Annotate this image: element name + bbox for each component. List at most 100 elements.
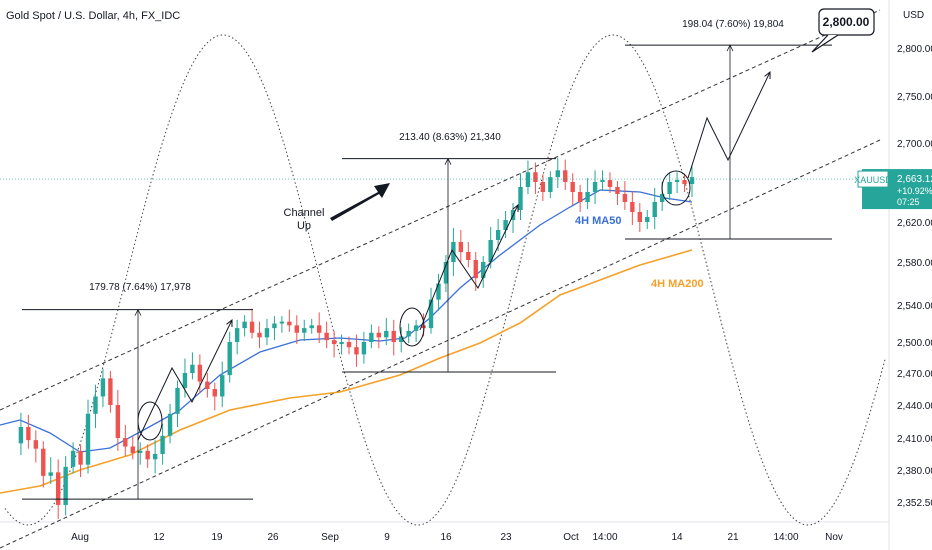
y-tick-label: 2,800.00 bbox=[897, 44, 932, 55]
y-tick-label: 2,580.00 bbox=[897, 258, 932, 269]
x-tick-label: Oct bbox=[563, 532, 579, 543]
channel-label: Channel bbox=[284, 207, 325, 219]
measure-label: 213.40 (8.63%) 21,340 bbox=[399, 132, 501, 143]
candle-body bbox=[257, 332, 262, 338]
candle-body bbox=[533, 172, 538, 182]
candle-body bbox=[227, 342, 232, 376]
currency-label: USD bbox=[903, 10, 925, 21]
candle-body bbox=[331, 340, 337, 345]
candle-body bbox=[659, 194, 665, 202]
candle-body bbox=[667, 182, 672, 194]
candle-body bbox=[93, 396, 98, 414]
channel-label: Up bbox=[297, 220, 311, 232]
last-price-text: 2,663.12 bbox=[897, 174, 932, 185]
candle-body bbox=[555, 170, 560, 178]
candle-body bbox=[607, 180, 613, 187]
measure-arrowhead bbox=[134, 308, 142, 316]
candle-body bbox=[473, 260, 478, 279]
candle-body bbox=[600, 180, 605, 182]
candle-body bbox=[428, 299, 434, 329]
candle-body bbox=[152, 454, 158, 460]
x-tick-label: 12 bbox=[153, 532, 165, 543]
candle-body bbox=[436, 283, 441, 300]
candle-body bbox=[182, 373, 188, 388]
candle-body bbox=[637, 212, 643, 222]
candle-body bbox=[384, 330, 389, 338]
x-tick-label: Aug bbox=[71, 532, 89, 543]
measure-arrowhead bbox=[444, 157, 452, 165]
candle-body bbox=[115, 405, 121, 438]
x-tick-label: Sep bbox=[321, 532, 339, 543]
candle-body bbox=[234, 328, 240, 342]
cycle-wave bbox=[4, 34, 886, 526]
x-tick-label: 14:00 bbox=[773, 532, 798, 543]
candle-body bbox=[123, 438, 128, 447]
candle-body bbox=[145, 450, 150, 460]
measure-arrowhead bbox=[726, 44, 734, 52]
candle-body bbox=[279, 321, 285, 324]
candle-body bbox=[488, 240, 493, 262]
chart-title: Gold Spot / U.S. Dollar, 4h, FX_IDC bbox=[6, 10, 181, 22]
candle-body bbox=[592, 182, 598, 192]
x-tick-label: 14:00 bbox=[592, 532, 617, 543]
candle-body bbox=[272, 323, 277, 329]
last-price-countdown: 07:25 bbox=[897, 197, 920, 207]
y-tick-label: 2,540.00 bbox=[897, 301, 932, 312]
candle-body bbox=[443, 262, 449, 284]
projection-zigzag bbox=[419, 204, 519, 331]
candle-body bbox=[70, 450, 76, 467]
x-tick-label: 14 bbox=[671, 532, 683, 543]
candle-body bbox=[398, 336, 404, 342]
x-tick-label: 9 bbox=[384, 532, 390, 543]
candle-body bbox=[324, 332, 329, 341]
y-tick-label: 2,380.00 bbox=[897, 466, 932, 477]
candle-body bbox=[108, 378, 113, 405]
candle-body bbox=[503, 220, 508, 230]
candle-body bbox=[563, 170, 568, 182]
candle-body bbox=[41, 448, 46, 476]
channel-arrow bbox=[330, 183, 390, 221]
candle-body bbox=[160, 435, 165, 454]
candle-body bbox=[369, 332, 374, 342]
candle-body bbox=[495, 230, 501, 240]
x-tick-label: Nov bbox=[825, 532, 843, 543]
candle-body bbox=[652, 202, 657, 217]
candle-body bbox=[585, 192, 590, 202]
candle-body bbox=[682, 180, 687, 184]
candle-body bbox=[197, 364, 203, 382]
candle-body bbox=[287, 321, 292, 326]
x-tick-label: 23 bbox=[500, 532, 512, 543]
highlight-circle bbox=[661, 170, 691, 206]
candle-body bbox=[85, 413, 91, 465]
candle-body bbox=[540, 182, 546, 192]
highlight-circle bbox=[137, 401, 163, 441]
candle-body bbox=[18, 427, 24, 444]
highlight-circle bbox=[399, 307, 425, 347]
y-tick-label: 2,750.00 bbox=[897, 92, 932, 103]
projection-arrowhead bbox=[226, 318, 233, 328]
y-tick-label: 2,352.50 bbox=[897, 498, 932, 509]
candle-body bbox=[674, 180, 680, 182]
candle-body bbox=[615, 187, 620, 194]
candle-body bbox=[458, 242, 464, 252]
candle-body bbox=[242, 321, 247, 329]
symbol-tag-text: XAUUSD bbox=[854, 175, 892, 185]
candle-body bbox=[78, 450, 83, 465]
channel-upper-line bbox=[0, 9, 881, 411]
candle-body bbox=[33, 440, 39, 449]
symbol-tag bbox=[857, 170, 889, 188]
candle-body bbox=[413, 325, 419, 331]
candle-body bbox=[406, 330, 411, 337]
target-callout-pointer bbox=[811, 34, 839, 53]
candle-body bbox=[175, 387, 180, 414]
ma200-label: 4H MA200 bbox=[651, 278, 704, 290]
measure-label: 198.04 (7.60%) 19,804 bbox=[682, 19, 784, 30]
y-tick-label: 2,500.00 bbox=[897, 338, 932, 349]
candle-body bbox=[212, 389, 217, 397]
x-tick-label: 16 bbox=[440, 532, 452, 543]
y-tick-label: 2,410.00 bbox=[897, 434, 932, 445]
candle-body bbox=[130, 446, 135, 453]
target-callout-text: 2,800.00 bbox=[823, 15, 870, 29]
candle-body bbox=[339, 342, 344, 345]
